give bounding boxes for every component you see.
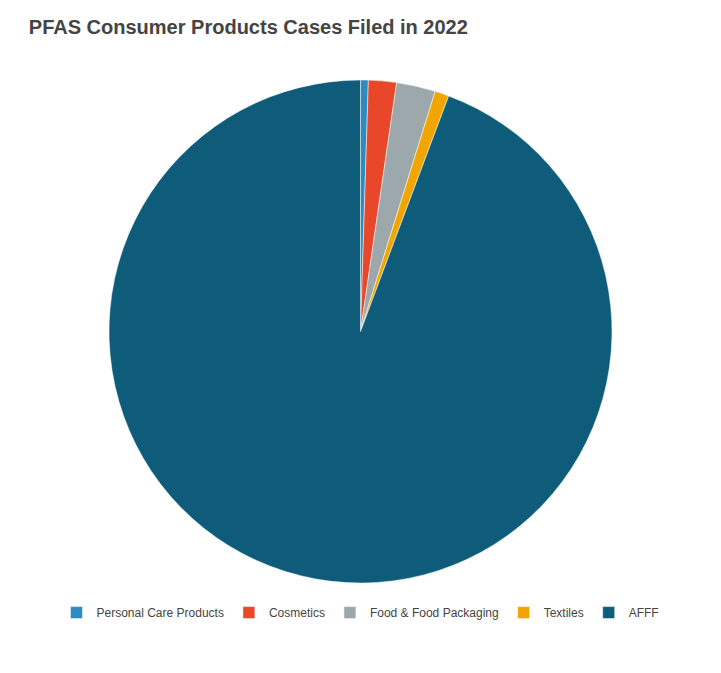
svg-text:AFFF: AFFF <box>629 606 659 620</box>
svg-text:Textiles: Textiles <box>544 606 584 620</box>
svg-text:Personal Care Products: Personal Care Products <box>97 606 224 620</box>
svg-text:Food & Food Packaging: Food & Food Packaging <box>370 606 499 620</box>
svg-text:PFAS Consumer Products Cases F: PFAS Consumer Products Cases Filed in 20… <box>29 16 468 38</box>
svg-text:Cosmetics: Cosmetics <box>269 606 325 620</box>
